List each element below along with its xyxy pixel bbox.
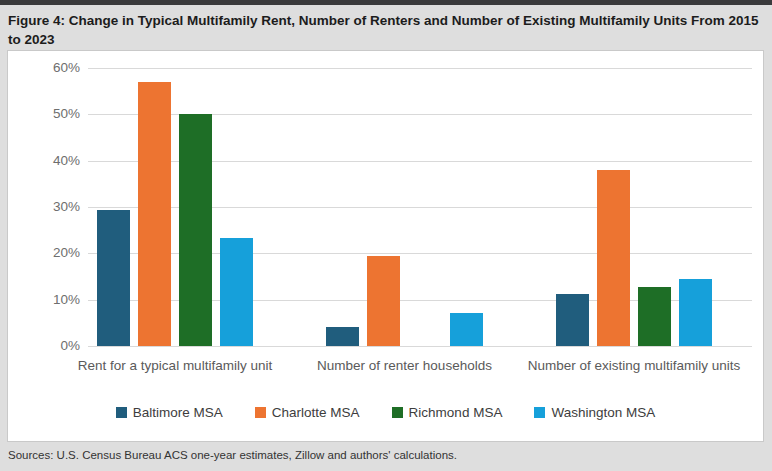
legend-label: Washington MSA [551, 405, 655, 420]
bar-charlotte-msa-cat1 [138, 82, 171, 346]
chart-panel: 0% 10% 20% 30% 40% 50% 60% Rent for a typical m… [7, 50, 764, 442]
bar-richmond-msa-cat1 [179, 114, 212, 346]
y-axis-tick-label: 60% [22, 60, 80, 75]
bar-charlotte-msa-cat3 [597, 170, 630, 346]
y-axis-tick-label: 20% [22, 245, 80, 260]
gridline [88, 68, 752, 69]
x-axis-category-label: Number of existing multifamily units [514, 356, 754, 375]
bar-washington-msa-cat2 [450, 313, 483, 346]
bar-washington-msa-cat1 [220, 238, 253, 346]
y-axis-tick-label: 30% [22, 199, 80, 214]
bar-richmond-msa-cat3 [638, 287, 671, 346]
legend-item-charlotte-msa: Charlotte MSA [255, 405, 360, 420]
y-axis-tick-label: 40% [22, 153, 80, 168]
y-axis-tick-label: 50% [22, 106, 80, 121]
y-axis-tick-label: 0% [22, 338, 80, 353]
legend-swatch-icon [116, 407, 127, 418]
bar-baltimore-msa-cat1 [97, 210, 130, 346]
bar-charlotte-msa-cat2 [367, 256, 400, 346]
x-axis-category-label: Number of renter households [285, 356, 525, 375]
legend-swatch-icon [392, 407, 403, 418]
x-axis-category-label: Rent for a typical multifamily unit [55, 356, 295, 375]
chart-legend: Baltimore MSA Charlotte MSA Richmond MSA Wa… [8, 405, 763, 420]
legend-label: Charlotte MSA [272, 405, 360, 420]
sources-note: Sources: U.S. Census Bureau ACS one-year… [0, 443, 772, 471]
legend-label: Richmond MSA [409, 405, 503, 420]
legend-swatch-icon [255, 407, 266, 418]
gridline [88, 346, 752, 347]
bar-washington-msa-cat3 [679, 279, 712, 346]
bar-baltimore-msa-cat2 [326, 327, 359, 346]
legend-item-baltimore-msa: Baltimore MSA [116, 405, 223, 420]
legend-item-washington-msa: Washington MSA [534, 405, 655, 420]
figure-title: Figure 4: Change in Typical Multifamily … [0, 5, 772, 54]
legend-swatch-icon [534, 407, 545, 418]
y-axis-tick-label: 10% [22, 292, 80, 307]
legend-label: Baltimore MSA [133, 405, 223, 420]
legend-item-richmond-msa: Richmond MSA [392, 405, 503, 420]
bar-baltimore-msa-cat3 [556, 294, 589, 346]
